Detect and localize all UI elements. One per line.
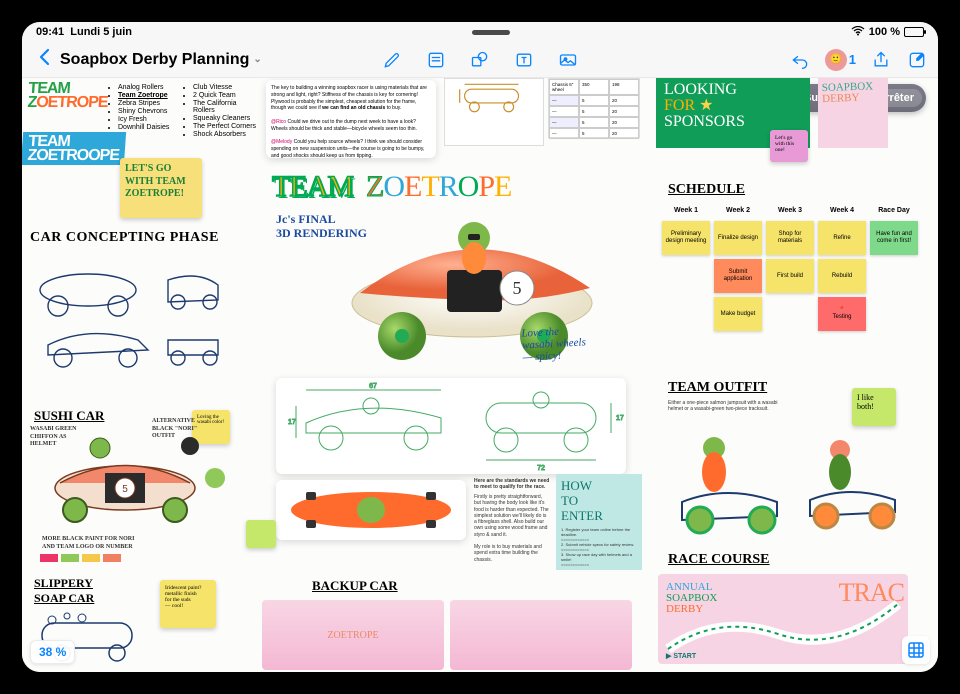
spec-table-card: Chassis 6" wheel350198 —520 —520 —520 —5… [548, 78, 640, 138]
backup-car-photos: ZOETROPE [262, 600, 632, 670]
topdown-car-card [276, 480, 466, 540]
how-to-enter-card: HOWTOENTER 1. Register your team online … [556, 474, 642, 570]
svg-text:17: 17 [616, 415, 624, 422]
pen-tool[interactable] [381, 49, 403, 71]
note-tool[interactable] [425, 49, 447, 71]
team-name-list: Analog RollersTeam ZoetropeZebra Stripes… [108, 84, 258, 138]
sushi-label-alt: ALTERNATIVE BLACK "NORI" OUTFIT [152, 418, 202, 441]
collaborators-button[interactable]: 🙂 1 [825, 49, 856, 71]
sticky-lets-go[interactable]: LET'S GO WITH TEAM ZOETROPE! [120, 158, 202, 218]
outfit-illustration [662, 422, 912, 542]
chevron-down-icon: ⌄ [253, 54, 261, 65]
heading-backup-car: BACKUP CAR [312, 578, 398, 594]
render-handnote: Love the wasabi wheels — spicy! [521, 324, 587, 363]
new-board-button[interactable] [906, 49, 928, 71]
battery-pct: 100 % [869, 26, 900, 38]
board-title-text: Soapbox Derby Planning [60, 51, 249, 69]
svg-text:72: 72 [537, 465, 545, 472]
text-tool[interactable] [513, 49, 535, 71]
sticky-green-small[interactable] [246, 520, 276, 548]
svg-text:5: 5 [513, 278, 522, 298]
svg-text:67: 67 [369, 383, 377, 390]
heading-schedule: SCHEDULE [668, 182, 745, 198]
svg-text:5: 5 [122, 484, 128, 495]
shape-tool[interactable] [469, 49, 491, 71]
blueprint-card: 67 17 72 17 [276, 378, 626, 474]
status-bar: 09:41 Lundi 5 juin 100 % [22, 22, 938, 42]
sticky-i-like-both[interactable]: I like both! [852, 388, 896, 426]
heading-sushi-car: SUSHI CAR [34, 408, 104, 424]
freeform-canvas[interactable]: JD Suivi de JD Arrêter TEAM ZOETROPE TEA… [22, 78, 938, 672]
heading-race-course: RACE COURSE [668, 552, 770, 568]
status-date: Lundi 5 juin [70, 26, 132, 38]
sushi-color-swatches [40, 554, 121, 562]
heading-car-concepting: CAR CONCEPTING PHASE [30, 230, 219, 246]
media-tool[interactable] [557, 49, 579, 71]
brainstorm-note[interactable]: The key to building a winning soapbox ra… [266, 80, 436, 158]
derby-mini-poster: SOAPBOX DERBY [818, 78, 888, 148]
sushi-label-helmet: WASABI GREEN CHIFFON AS HELMET [30, 426, 90, 449]
heading-slippery: SLIPPERY SOAP CAR [34, 576, 94, 606]
concept-sketches [28, 250, 228, 390]
race-course-poster: ANNUAL SOAPBOX DERBY TRAC ▶ START [658, 574, 908, 664]
zoom-badge[interactable]: 38 % [30, 640, 75, 664]
schedule-grid: Week 1Week 2Week 3Week 4Race Day Prelimi… [662, 204, 918, 331]
spec-sketch-card [444, 78, 544, 146]
back-button[interactable] [32, 48, 58, 72]
outfit-caption: Either a one-piece salmon jumpsuit with … [668, 400, 788, 413]
sticky-pink[interactable]: Let's go with this one! [770, 130, 808, 162]
undo-button[interactable] [789, 49, 811, 71]
board-title[interactable]: Soapbox Derby Planning ⌄ [60, 51, 262, 69]
wifi-icon [851, 26, 865, 39]
minimap-button[interactable] [902, 636, 930, 664]
sticky-iridescent[interactable]: Iridescent paint? metallic finish for th… [160, 580, 216, 628]
status-time: 09:41 [36, 26, 64, 38]
logo-team-zoetrope-1: TEAM ZOETROPE [27, 82, 109, 109]
avatar: 🙂 [825, 49, 847, 71]
battery-icon [904, 27, 924, 37]
multitask-handle[interactable] [472, 30, 510, 35]
standards-body: Firstly is pretty straightforward, but h… [474, 494, 550, 563]
navbar: Soapbox Derby Planning ⌄ 🙂 1 [22, 42, 938, 78]
svg-text:17: 17 [288, 419, 296, 426]
standards-heading: Here are the standards we need to meet t… [474, 478, 550, 491]
sushi-label-paint: MORE BLACK PAINT FOR NORI AND TEAM LOGO … [42, 536, 192, 551]
heading-team-outfit: TEAM OUTFIT [668, 380, 767, 396]
collab-count: 1 [849, 52, 856, 67]
share-button[interactable] [870, 49, 892, 71]
